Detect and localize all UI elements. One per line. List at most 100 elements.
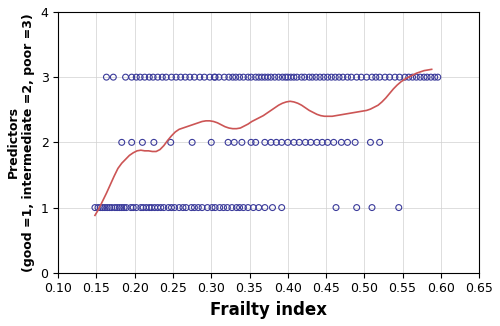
Point <box>313 140 321 145</box>
Point <box>118 140 126 145</box>
Point <box>335 75 343 80</box>
Point <box>267 75 275 80</box>
Point <box>284 140 292 145</box>
Point <box>113 205 121 210</box>
Point <box>182 205 190 210</box>
Point <box>376 75 384 80</box>
Point <box>122 75 130 80</box>
Point <box>247 140 255 145</box>
Point <box>190 75 198 80</box>
Point <box>204 205 212 210</box>
Y-axis label: Predictors
(good =1, intermediate =2, poor =3): Predictors (good =1, intermediate =2, po… <box>7 13 35 272</box>
Point <box>240 75 248 80</box>
Point <box>284 75 292 80</box>
Point <box>111 205 119 210</box>
Point <box>366 140 374 145</box>
Point <box>324 140 332 145</box>
Point <box>136 75 144 80</box>
Point <box>244 75 252 80</box>
Point <box>170 205 178 210</box>
Point <box>254 75 262 80</box>
Point <box>166 140 174 145</box>
Point <box>168 205 175 210</box>
Point <box>240 205 248 210</box>
Point <box>278 75 286 80</box>
Point <box>268 205 276 210</box>
Point <box>168 75 175 80</box>
Point <box>358 75 366 80</box>
Point <box>182 75 190 80</box>
Point <box>368 205 376 210</box>
Point <box>416 75 424 80</box>
Point <box>278 140 285 145</box>
Point <box>423 75 431 80</box>
Point <box>395 205 403 210</box>
Point <box>128 75 136 80</box>
Point <box>154 205 162 210</box>
Point <box>287 75 295 80</box>
Point <box>271 75 279 80</box>
Point <box>232 205 240 210</box>
Point <box>404 75 412 80</box>
Point <box>274 75 282 80</box>
Point <box>434 75 442 80</box>
Point <box>312 75 320 80</box>
Point <box>362 75 370 80</box>
Point <box>420 75 428 80</box>
Point <box>261 75 269 80</box>
Point <box>408 75 416 80</box>
Point <box>190 205 198 210</box>
Point <box>236 205 244 210</box>
Point <box>200 75 208 80</box>
Point <box>224 140 232 145</box>
Point <box>150 140 158 145</box>
Point <box>206 75 214 80</box>
Point <box>391 75 399 80</box>
Point <box>158 75 166 80</box>
Point <box>179 205 187 210</box>
Point <box>208 140 216 145</box>
Point <box>338 140 345 145</box>
Point <box>198 205 206 210</box>
Point <box>272 140 280 145</box>
Point <box>376 140 384 145</box>
Point <box>211 75 219 80</box>
Point <box>101 205 109 210</box>
Point <box>351 140 359 145</box>
Point <box>142 205 150 210</box>
Point <box>339 75 347 80</box>
Point <box>225 75 233 80</box>
Point <box>106 205 114 210</box>
Point <box>261 205 269 210</box>
Point <box>110 75 118 80</box>
Point <box>331 75 339 80</box>
Point <box>102 75 110 80</box>
Point <box>296 140 304 145</box>
Point <box>328 75 336 80</box>
Point <box>386 75 394 80</box>
Point <box>344 140 351 145</box>
Point <box>128 140 136 145</box>
Point <box>132 205 140 210</box>
Point <box>244 205 252 210</box>
Point <box>139 205 147 210</box>
Point <box>368 75 376 80</box>
Point <box>188 205 196 210</box>
Point <box>196 75 204 80</box>
Point <box>282 75 290 80</box>
Point <box>108 205 116 210</box>
Point <box>332 205 340 210</box>
Point <box>116 205 124 210</box>
Point <box>216 205 224 210</box>
Point <box>348 75 356 80</box>
Point <box>344 75 351 80</box>
Point <box>149 75 157 80</box>
Point <box>210 75 218 80</box>
Point <box>236 75 244 80</box>
Point <box>162 75 170 80</box>
Point <box>352 75 360 80</box>
Point <box>252 75 260 80</box>
Point <box>148 205 156 210</box>
Point <box>146 75 154 80</box>
Point <box>401 75 409 80</box>
